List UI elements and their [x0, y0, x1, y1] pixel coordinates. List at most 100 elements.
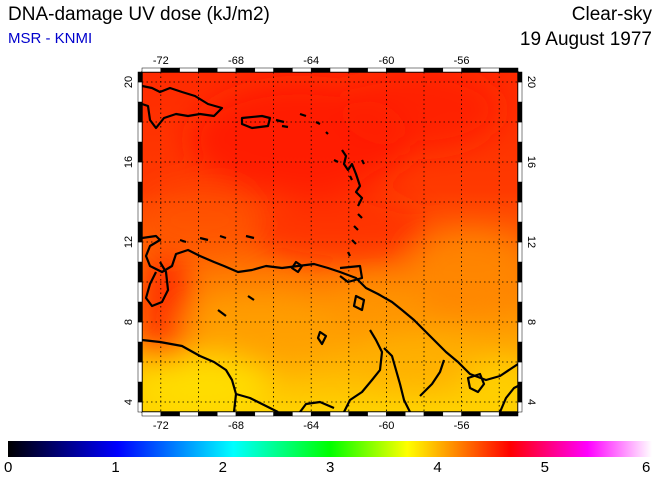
- border-check: [137, 201, 143, 223]
- source-label: MSR - KNMI: [8, 30, 93, 47]
- colorbar-tick-label: 2: [218, 459, 227, 476]
- border-check: [442, 411, 462, 417]
- border-check: [137, 121, 143, 143]
- border-check: [461, 67, 481, 73]
- border-check: [517, 261, 523, 283]
- border-check: [198, 67, 218, 73]
- lon-tick-label-top: -68: [228, 55, 244, 67]
- colorbar-tick-label: 3: [326, 459, 335, 476]
- lon-tick-label-top: -56: [454, 55, 470, 67]
- border-check: [179, 67, 199, 73]
- border-check: [404, 67, 425, 73]
- border-check: [137, 401, 143, 413]
- border-check: [216, 67, 237, 73]
- border-check: [517, 221, 523, 243]
- lon-tick-label-top: -64: [303, 55, 319, 67]
- border-check: [498, 411, 519, 417]
- lon-tick-label-bottom: -64: [303, 420, 319, 432]
- border-check: [137, 241, 143, 263]
- colorbar-tick-label: 4: [433, 459, 442, 476]
- border-check: [517, 341, 523, 363]
- border-check: [310, 67, 331, 73]
- colorbar-tick-label: 0: [4, 459, 13, 476]
- border-check: [348, 67, 368, 73]
- border-check: [137, 221, 143, 243]
- border-check: [137, 341, 143, 363]
- border-check: [517, 381, 523, 403]
- lat-tick-label-right: 12: [525, 236, 537, 248]
- border-check: [141, 67, 162, 73]
- border-check: [329, 411, 350, 417]
- lat-tick-label-right: 4: [525, 399, 537, 405]
- border-check: [517, 241, 523, 263]
- border-check: [517, 81, 523, 103]
- border-check: [160, 67, 180, 73]
- border-check: [254, 411, 274, 417]
- border-check: [137, 261, 143, 283]
- border-check: [254, 67, 274, 73]
- border-check: [517, 321, 523, 343]
- border-check: [329, 67, 350, 73]
- border-check: [386, 67, 406, 73]
- lat-tick-label-left: 12: [123, 236, 135, 248]
- border-check: [292, 411, 312, 417]
- colorbar-tick-label: 5: [540, 459, 549, 476]
- lon-tick-label-bottom: -72: [153, 420, 169, 432]
- border-check: [137, 381, 143, 403]
- border-check: [348, 411, 368, 417]
- border-check: [137, 101, 143, 123]
- border-check: [480, 67, 500, 73]
- border-check: [517, 141, 523, 163]
- uv-field: [142, 72, 518, 412]
- border-check: [517, 181, 523, 203]
- map-border: [137, 67, 523, 417]
- border-check: [517, 301, 523, 323]
- border-check: [137, 321, 143, 343]
- border-check: [235, 411, 256, 417]
- lat-tick-label-right: 8: [525, 319, 537, 325]
- border-check: [235, 67, 256, 73]
- border-check: [423, 67, 444, 73]
- border-check: [367, 411, 387, 417]
- border-check: [292, 67, 312, 73]
- lat-tick-label-left: 20: [123, 76, 135, 88]
- border-check: [137, 141, 143, 163]
- border-check: [517, 401, 523, 413]
- lat-tick-label-left: 4: [123, 399, 135, 405]
- border-check: [517, 121, 523, 143]
- lon-tick-label-bottom: -60: [378, 420, 394, 432]
- border-check: [423, 411, 444, 417]
- map-tick-labels: -72 -72 -68 -68 -64 -64 -60 -60 -56 -56 4 4 8 8 12 12 16…: [123, 55, 537, 432]
- border-check: [137, 301, 143, 323]
- border-check: [480, 411, 500, 417]
- lon-tick-label-bottom: -56: [454, 420, 470, 432]
- border-check: [179, 411, 199, 417]
- border-check: [273, 411, 293, 417]
- coastlines: [142, 84, 518, 412]
- border-check: [517, 71, 523, 83]
- sky-condition-label: Clear-sky: [571, 4, 652, 25]
- border-check: [160, 411, 180, 417]
- lat-tick-label-left: 16: [123, 156, 135, 168]
- border-check: [137, 281, 143, 303]
- border-check: [216, 411, 237, 417]
- border-check: [137, 71, 143, 83]
- border-check: [461, 411, 481, 417]
- lat-tick-label-right: 20: [525, 76, 537, 88]
- border-check: [517, 161, 523, 183]
- border-check: [137, 161, 143, 183]
- map-title: DNA-damage UV dose (kJ/m2): [8, 4, 270, 25]
- lon-tick-label-top: -72: [153, 55, 169, 67]
- border-check: [273, 67, 293, 73]
- lat-tick-label-right: 16: [525, 156, 537, 168]
- border-check: [386, 411, 406, 417]
- border-check: [517, 361, 523, 383]
- lon-tick-label-bottom: -68: [228, 420, 244, 432]
- colorbar-tick-label: 1: [111, 459, 120, 476]
- colorbar: [8, 441, 652, 457]
- border-check: [404, 411, 425, 417]
- border-check: [141, 411, 162, 417]
- border-check: [198, 411, 218, 417]
- border-check: [517, 101, 523, 123]
